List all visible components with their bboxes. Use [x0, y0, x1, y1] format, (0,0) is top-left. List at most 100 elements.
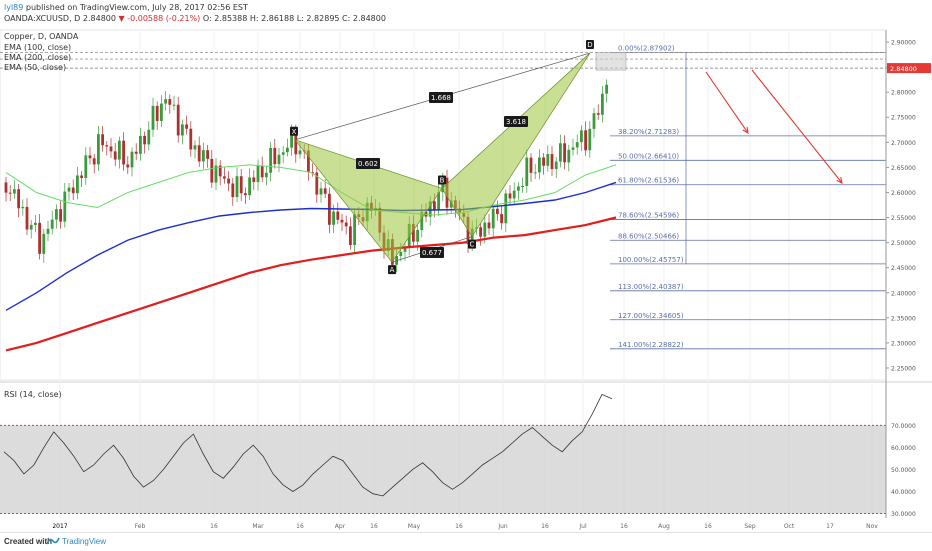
fib-level-label: 38.20%(2.71283): [618, 128, 679, 136]
ratio-box: [504, 116, 528, 127]
candle-body: [151, 105, 155, 130]
candle-body: [38, 222, 41, 254]
candle-body: [525, 157, 529, 186]
candle-body: [231, 183, 235, 198]
date-tick-label: Apr: [335, 523, 346, 530]
candle-body: [130, 151, 134, 168]
candle-body: [248, 177, 251, 196]
legend-ema200[interactable]: EMA (200, close): [4, 53, 72, 62]
price-tick-label: 2.60000: [891, 190, 916, 197]
fib-levels: 0.00%(2.87902) 38.20%(2.71283) 50.00%(2.66…: [0, 45, 886, 350]
candle-body: [97, 134, 100, 165]
candle-body: [101, 134, 104, 146]
candle-body: [67, 187, 71, 192]
footer: Created with TradingView: [0, 532, 932, 551]
date-tick-label: Sep: [744, 523, 756, 530]
candle-body: [8, 192, 12, 194]
price-tick-label: 2.50000: [891, 240, 916, 247]
pattern-ratio: 0.677: [420, 247, 444, 258]
candle-body: [483, 222, 487, 237]
fib-level-label: 113.00%(2.40387): [618, 283, 684, 291]
fib-level-label: 88.60%(2.50466): [618, 232, 679, 240]
date-tick-label: Jul: [578, 523, 587, 530]
candle-body: [487, 222, 491, 229]
candle-body: [336, 211, 340, 220]
candle-body: [601, 93, 604, 115]
candle-body: [554, 161, 558, 170]
created-with-text: Created with: [4, 537, 53, 546]
candle-body: [286, 147, 289, 153]
candle-body: [210, 158, 214, 183]
candle-body: [349, 226, 352, 246]
candle-body: [109, 146, 113, 152]
pattern-point-b: B: [438, 175, 446, 185]
candle-body: [252, 177, 256, 182]
candle-body: [437, 192, 440, 211]
pattern-point-label: D: [587, 41, 592, 49]
ema50-line: [5, 164, 617, 216]
ratio-label: 1.668: [431, 94, 451, 102]
candle-body: [533, 172, 537, 174]
candle-body: [21, 206, 25, 209]
candle-body: [122, 140, 125, 165]
candle-body: [256, 165, 260, 182]
candle-body: [71, 187, 75, 194]
candle-body: [134, 151, 138, 154]
candle-body: [546, 154, 550, 166]
candle-body: [428, 201, 432, 217]
symbol-line: OANDA:XCUUSD, D 2.84800 ▼ -0.00588 (-0.2…: [4, 14, 386, 23]
date-tick-label: 17: [826, 523, 834, 530]
ratio-box: [356, 158, 380, 169]
ema-lines: [5, 164, 617, 352]
candle-body: [571, 147, 575, 150]
chart-header: lyl89 published on TradingView.com, July…: [4, 3, 248, 12]
candle-body: [13, 189, 16, 194]
rsi-tick-label: 30.0000: [891, 511, 916, 518]
candle-body: [29, 224, 33, 230]
candle-body: [294, 131, 298, 155]
candle-body: [155, 105, 159, 121]
price-tick-label: 2.90000: [891, 40, 916, 47]
candle-body: [55, 209, 58, 220]
pattern-ratio: 0.602: [356, 158, 380, 169]
ratio-box: [420, 247, 444, 258]
legend-ema50[interactable]: EMA (50, close): [4, 63, 67, 72]
candle-body: [399, 251, 403, 257]
axes: 2.900002.850002.800002.750002.700002.650…: [52, 30, 931, 530]
candle-body: [227, 178, 230, 184]
tradingview-brand[interactable]: TradingView: [62, 537, 107, 546]
pattern-point-c: C: [468, 239, 476, 249]
date-tick-label: Oct: [784, 523, 795, 530]
date-tick-label: May: [408, 523, 421, 530]
author-link[interactable]: lyl89: [4, 3, 24, 12]
candle-body: [441, 177, 445, 193]
fib-level-label: 50.00%(2.66410): [618, 152, 679, 160]
candle-body: [307, 150, 310, 173]
candle-body: [185, 124, 188, 129]
candle-body: [311, 172, 314, 174]
candle-body: [88, 155, 92, 159]
date-tick-label: 16: [210, 523, 218, 530]
date-tick-label: Aug: [658, 523, 670, 530]
candle-body: [605, 84, 608, 94]
candle-body: [76, 175, 79, 194]
candle-body: [59, 209, 62, 222]
candle-body: [50, 219, 54, 229]
candle-body: [113, 151, 117, 160]
projection-arrow-2-head: [836, 177, 843, 184]
price-tick-label: 2.70000: [891, 140, 916, 147]
pattern-point-label: C: [470, 241, 475, 249]
candle-body: [319, 188, 323, 195]
rsi-legend[interactable]: RSI (14, close): [4, 390, 62, 399]
candle-body: [42, 233, 46, 254]
date-tick-label: Feb: [135, 523, 146, 530]
rsi-line: [3, 393, 613, 497]
date-tick-label: 16: [620, 523, 628, 530]
candle-body: [63, 191, 67, 222]
price-tick-label: 2.40000: [891, 290, 916, 297]
candle-body: [584, 130, 587, 151]
candle-body: [592, 113, 596, 129]
legend-ema100[interactable]: EMA (100, close): [4, 43, 72, 52]
candle-body: [160, 103, 163, 121]
candle-body: [206, 150, 209, 159]
